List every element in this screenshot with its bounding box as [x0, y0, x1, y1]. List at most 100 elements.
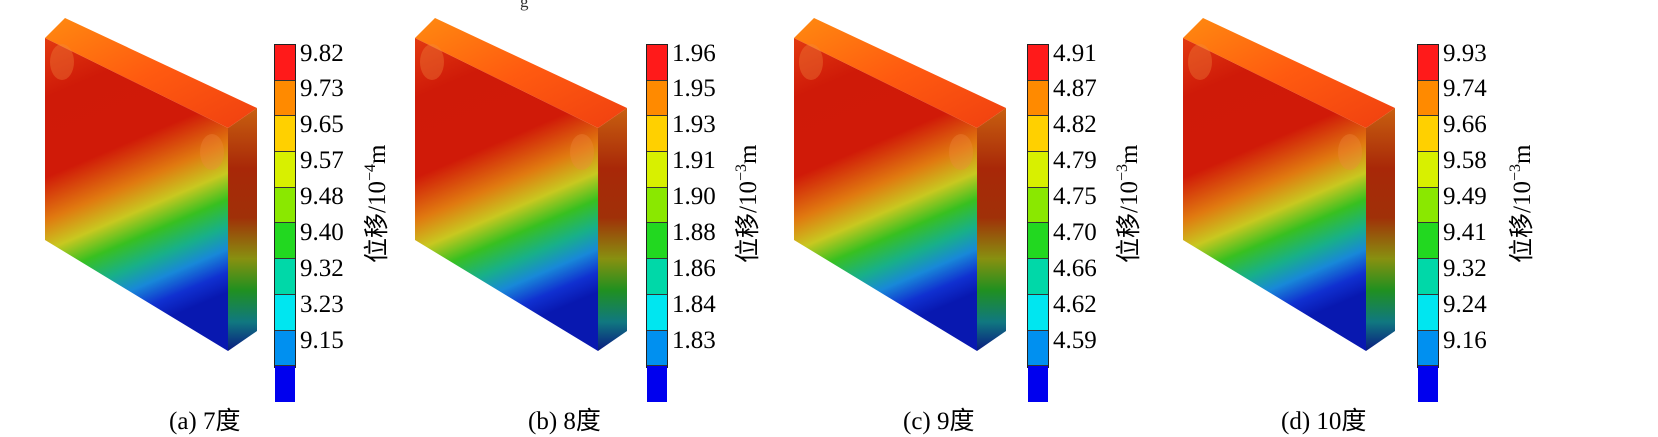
block-highlight-right [570, 134, 594, 170]
block-front-face [1183, 38, 1366, 351]
colorbar-segment [647, 45, 667, 81]
colorbar-segment [275, 187, 295, 224]
panel-c: 4.91 4.87 4.82 4.79 4.75 4.70 4.66 4.62 4.59 位移/… [749, 0, 1149, 437]
colorbar-segment [647, 152, 667, 188]
colorbar-tick-label: 1.88 [672, 219, 716, 246]
colorbar-segment [275, 223, 295, 260]
colorbar-tick-label: 9.32 [1443, 255, 1487, 282]
colorbar-tick-label: 4.59 [1053, 327, 1097, 354]
colorbar-segment [1418, 80, 1438, 117]
colorbar-c [1027, 44, 1049, 402]
block-top-face [794, 18, 1006, 128]
block-highlight-right [200, 134, 224, 170]
colorbar-tick-label: 9.24 [1443, 291, 1487, 318]
block-top-face [415, 18, 627, 128]
colorbar-tick-label: 9.15 [300, 327, 344, 354]
colorbar-segment [1418, 116, 1438, 153]
colorbar-segment [275, 294, 295, 331]
colorbar-tick-label: 3.23 [300, 291, 344, 318]
colorbar-segment [275, 366, 295, 402]
block-highlight-left [50, 44, 74, 80]
colorbar-tick-label: 9.82 [300, 40, 344, 67]
colorbar-tick-label: 9.48 [300, 183, 344, 210]
colorbar-segment [1418, 187, 1438, 224]
colorbar-tick-label: 4.62 [1053, 291, 1097, 318]
block-top-face [1183, 18, 1395, 128]
colorbar-tick-label: 9.74 [1443, 75, 1487, 102]
panel-a: 9.82 9.73 9.65 9.57 9.48 9.40 9.32 3.23 9.15 位移/… [0, 0, 400, 437]
colorbar-segment [647, 187, 667, 224]
caption-d: (d) 10度 [1281, 408, 1367, 435]
colorbar-tick-label: 9.41 [1443, 219, 1487, 246]
displacement-block-a [45, 18, 257, 351]
colorbar-tick-label: 4.82 [1053, 111, 1097, 138]
block-side-face [598, 108, 627, 351]
colorbar-segment [1028, 223, 1048, 260]
displacement-block-c [794, 18, 1006, 351]
displacement-block-d [1183, 18, 1395, 351]
colorbar-tick-label: 1.86 [672, 255, 716, 282]
colorbar-segment [647, 259, 667, 295]
colorbar-segment [647, 330, 667, 367]
caption-a: (a) 7度 [169, 408, 241, 435]
colorbar-segment [647, 294, 667, 331]
unit-exp-c: −3 [1114, 164, 1131, 182]
colorbar-b [646, 44, 668, 402]
colorbar-tick-label: 9.66 [1443, 111, 1487, 138]
colorbar-tick-label: 9.16 [1443, 327, 1487, 354]
panel-b: 1.96 1.95 1.93 1.91 1.90 1.88 1.86 1.84 1.83 位移/… [370, 0, 770, 437]
colorbar-segment [275, 152, 295, 188]
colorbar-tick-label: 1.91 [672, 147, 716, 174]
colorbar-segment [275, 259, 295, 295]
colorbar-segment [647, 223, 667, 260]
colorbar-tick-label: 9.58 [1443, 147, 1487, 174]
colorbar-tick-label: 1.84 [672, 291, 716, 318]
colorbar-tick-label: 4.70 [1053, 219, 1097, 246]
colorbar-tick-label: 9.65 [300, 111, 344, 138]
caption-b: (b) 8度 [528, 408, 601, 435]
colorbar-tick-label: 9.32 [300, 255, 344, 282]
colorbar-tick-label: 4.75 [1053, 183, 1097, 210]
unit-exp-b: −3 [733, 164, 750, 182]
colorbar-tick-label: 1.90 [672, 183, 716, 210]
colorbar-tick-label: 4.91 [1053, 40, 1097, 67]
unit-label-d: 位移/10−3m [1502, 145, 1538, 263]
cropped-top-caption: g [0, 0, 1658, 14]
colorbar-d [1417, 44, 1439, 402]
unit-exp-d: −3 [1507, 164, 1524, 182]
colorbar-segment [275, 330, 295, 367]
colorbar-segment [647, 116, 667, 153]
block-front-face [45, 38, 228, 351]
colorbar-segment [1418, 294, 1438, 331]
colorbar-segment [1028, 116, 1048, 153]
colorbar-segment [1418, 223, 1438, 260]
colorbar-tick-label: 9.40 [300, 219, 344, 246]
colorbar-tick-label: 9.57 [300, 147, 344, 174]
block-highlight-right [949, 134, 973, 170]
colorbar-tick-label: 1.96 [672, 40, 716, 67]
colorbar-segment [1418, 330, 1438, 367]
colorbar-segment [275, 45, 295, 81]
colorbar-segment [275, 80, 295, 117]
unit-prefix-d: 位移/10 [1509, 181, 1536, 263]
colorbar-tick-label: 1.95 [672, 75, 716, 102]
block-highlight-left [1188, 44, 1212, 80]
colorbar-tick-label: 4.87 [1053, 75, 1097, 102]
block-highlight-left [799, 44, 823, 80]
colorbar-tick-label: 9.73 [300, 75, 344, 102]
colorbar-tick-label: 9.93 [1443, 40, 1487, 67]
cropped-caption-fragment: g [520, 0, 529, 11]
colorbar-segment [1418, 366, 1438, 402]
colorbar-segment [647, 80, 667, 117]
panel-d: 9.93 9.74 9.66 9.58 9.49 9.41 9.32 9.24 9.16 位移/… [1138, 0, 1538, 437]
colorbar-segment [647, 366, 667, 402]
colorbar-segment [1028, 45, 1048, 81]
colorbar-tick-label: 1.93 [672, 111, 716, 138]
colorbar-tick-label: 1.83 [672, 327, 716, 354]
block-front-face [415, 38, 598, 351]
colorbar-tick-label: 4.79 [1053, 147, 1097, 174]
colorbar-segment [1028, 330, 1048, 367]
block-side-face [977, 108, 1006, 351]
block-side-face [228, 108, 257, 351]
block-front-face [794, 38, 977, 351]
